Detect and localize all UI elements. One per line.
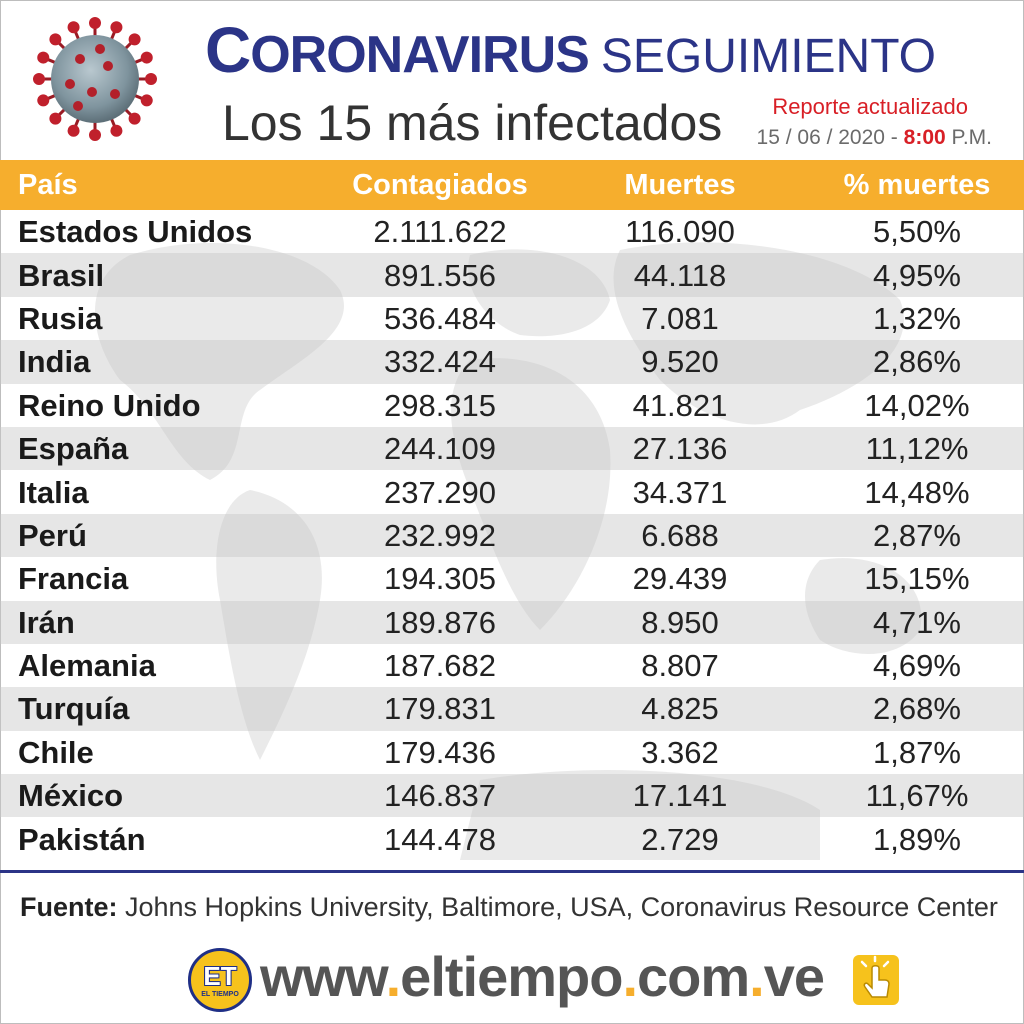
table-row: Rusia 536.484 7.081 1,32% [0,297,1024,340]
table-row: Perú 232.992 6.688 2,87% [0,513,1024,558]
infected-cell: 891.556 [383,257,497,293]
infected-cell: 146.837 [383,778,497,814]
deaths-cell: 7.081 [641,300,719,336]
deaths-cell: 17.141 [632,778,728,814]
death-rate-cell: 5,50% [873,214,961,250]
death-rate-cell: 1,32% [873,300,961,336]
deaths-cell: 44.118 [633,257,727,293]
table-row: México 146.837 17.141 11,67% [0,774,1024,818]
infected-cell: 187.682 [383,648,497,684]
website-link[interactable]: www.eltiempo.com.ve [260,945,825,1008]
country-cell: España [18,431,129,467]
infected-cell: 179.436 [383,734,497,770]
table-row: Irán 189.876 8.950 4,71% [0,600,1024,644]
title-sub: SEGUIMIENTO [600,30,936,83]
infected-cell: 244.109 [383,431,497,467]
page-title: CORONAVIRUS SEGUIMIENTO [205,14,936,86]
death-rate-cell: 2,87% [873,517,961,553]
deaths-cell: 4.825 [641,691,719,727]
death-rate-cell: 4,71% [873,604,961,640]
country-cell: Irán [18,604,75,640]
country-cell: Brasil [18,257,105,293]
infected-cell: 189.876 [383,604,497,640]
death-rate-cell: 15,15% [864,561,970,597]
section-divider [0,870,1024,873]
table-row: Pakistán 144.478 2.729 1,89% [0,817,1024,860]
country-cell: Rusia [18,300,103,336]
infected-cell: 536.484 [383,300,497,336]
table-row: Francia 194.305 29.439 15,15% [0,557,1024,600]
country-cell: Perú [18,517,87,553]
deaths-cell: 27.136 [632,431,728,467]
column-header-country: País [18,168,78,201]
death-rate-cell: 2,68% [873,691,961,727]
deaths-cell: 116.090 [625,214,735,250]
country-cell: Alemania [18,648,156,684]
deaths-cell: 2.729 [641,821,719,857]
table-row: Italia 237.290 34.371 14,48% [0,470,1024,513]
table-row: Brasil 891.556 44.118 4,95% [0,253,1024,297]
click-hand-icon[interactable] [852,954,900,1006]
death-rate-cell: 14,48% [864,474,970,510]
table-row: España 244.109 27.136 11,12% [0,426,1024,471]
table-row: Reino Unido 298.315 41.821 14,02% [0,384,1024,427]
source-note: Fuente: Johns Hopkins University, Baltim… [20,892,998,922]
country-cell: Chile [18,734,94,770]
infected-cell: 179.831 [383,691,497,727]
table-row: Estados Unidos 2.111.622 116.090 5,50% [0,210,1024,253]
coronavirus-icon [33,17,157,141]
column-header-deaths: Muertes [624,168,736,201]
death-rate-cell: 11,12% [865,431,969,467]
infected-cell: 298.315 [383,387,497,423]
ranking-table-section: País Contagiados Muertes % muertes Estad… [0,160,1024,861]
infected-cell: 332.424 [383,344,497,380]
deaths-cell: 3.362 [641,734,719,770]
table-header-row: País Contagiados Muertes % muertes [0,160,1024,210]
deaths-cell: 41.821 [632,387,728,423]
country-cell: México [18,778,124,814]
column-header-infected: Contagiados [352,168,528,201]
infected-cell: 2.111.622 [373,214,507,250]
column-header-death-rate: % muertes [843,168,991,201]
page-subtitle: Los 15 más infectados [222,95,723,151]
death-rate-cell: 1,89% [873,821,961,857]
ranking-table: País Contagiados Muertes % muertes Estad… [0,160,1024,861]
death-rate-cell: 11,67% [865,778,969,814]
et-logo[interactable]: ET EL TIEMPO [188,948,252,1012]
report-label: Reporte actualizado [772,94,968,119]
infected-cell: 232.992 [383,517,497,553]
country-cell: Francia [18,561,129,597]
infected-cell: 144.478 [383,821,497,857]
deaths-cell: 9.520 [641,344,719,380]
death-rate-cell: 1,87% [873,734,961,770]
footer: ET EL TIEMPO www.eltiempo.com.ve [0,938,1024,1024]
report-date: 15 / 06 / 2020 - 8:00 P.M. [756,126,992,149]
death-rate-cell: 4,69% [873,648,961,684]
infected-cell: 194.305 [383,561,497,597]
country-cell: India [18,344,91,380]
country-cell: Turquía [18,691,130,727]
table-row: India 332.424 9.520 2,86% [0,340,1024,384]
deaths-cell: 29.439 [632,561,728,597]
deaths-cell: 34.371 [632,474,728,510]
deaths-cell: 6.688 [641,517,719,553]
country-cell: Estados Unidos [18,214,253,250]
death-rate-cell: 4,95% [873,257,961,293]
death-rate-cell: 14,02% [864,387,970,423]
country-cell: Reino Unido [18,387,201,423]
deaths-cell: 8.950 [641,604,719,640]
infected-cell: 237.290 [383,474,497,510]
country-cell: Italia [18,474,89,510]
deaths-cell: 8.807 [641,648,719,684]
table-row: Turquía 179.831 4.825 2,68% [0,687,1024,731]
table-row: Chile 179.436 3.362 1,87% [0,731,1024,774]
country-cell: Pakistán [18,821,146,857]
table-row: Alemania 187.682 8.807 4,69% [0,644,1024,687]
death-rate-cell: 2,86% [873,344,961,380]
